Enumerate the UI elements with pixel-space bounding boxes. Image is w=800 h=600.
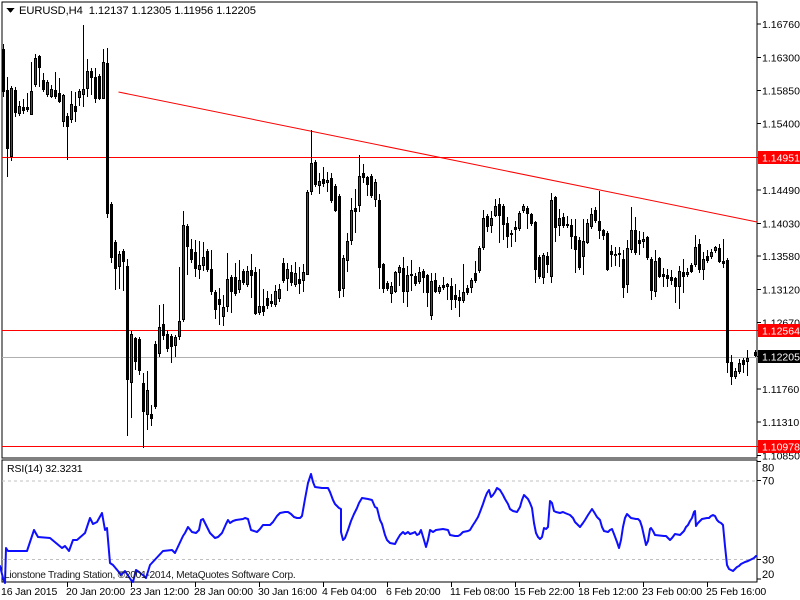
svg-text:15 Feb 22:00: 15 Feb 22:00 — [514, 586, 574, 598]
svg-text:1.16300: 1.16300 — [762, 53, 800, 65]
svg-text:1.10978: 1.10978 — [762, 442, 800, 454]
svg-text:80: 80 — [762, 463, 774, 475]
svg-text:1.12205: 1.12205 — [762, 352, 800, 364]
svg-text:11 Feb 08:00: 11 Feb 08:00 — [450, 586, 510, 598]
svg-text:1.11760: 1.11760 — [762, 384, 799, 396]
svg-text:1.13580: 1.13580 — [762, 251, 800, 263]
svg-text:20: 20 — [762, 569, 774, 581]
svg-text:1.10850: 1.10850 — [762, 451, 800, 463]
svg-text:4 Feb 04:00: 4 Feb 04:00 — [322, 586, 377, 598]
svg-text:20 Jan 20:00: 20 Jan 20:00 — [66, 586, 125, 598]
svg-text:1.14030: 1.14030 — [762, 219, 800, 231]
svg-text:RSI(14) 32.3231: RSI(14) 32.3231 — [7, 463, 83, 475]
svg-text:23 Jan 12:00: 23 Jan 12:00 — [130, 586, 189, 598]
svg-text:1.12564: 1.12564 — [762, 326, 800, 338]
svg-text:1.13120: 1.13120 — [762, 285, 800, 297]
svg-text:30: 30 — [762, 555, 774, 567]
svg-text:70: 70 — [762, 476, 774, 488]
svg-text:23 Feb 00:00: 23 Feb 00:00 — [642, 586, 702, 598]
svg-text:16 Jan 2015: 16 Jan 2015 — [1, 586, 57, 598]
svg-text:1.16760: 1.16760 — [762, 19, 800, 31]
svg-text:18 Feb 12:00: 18 Feb 12:00 — [578, 586, 638, 598]
svg-text:1.14951: 1.14951 — [762, 153, 800, 165]
svg-text:1.11310: 1.11310 — [762, 417, 799, 429]
svg-text:6 Feb 20:00: 6 Feb 20:00 — [386, 586, 441, 598]
svg-text:1.15850: 1.15850 — [762, 86, 800, 98]
svg-text:1.15400: 1.15400 — [762, 119, 800, 131]
svg-text:25 Feb 16:00: 25 Feb 16:00 — [706, 586, 766, 598]
svg-text:EURUSD,H4 1.12137 1.12305 1.1: EURUSD,H4 1.12137 1.12305 1.11956 1.1220… — [19, 5, 256, 17]
svg-text:28 Jan 00:00: 28 Jan 00:00 — [194, 586, 253, 598]
svg-text:30 Jan 16:00: 30 Jan 16:00 — [258, 586, 317, 598]
svg-text:Lionstone Trading Station, ©20: Lionstone Trading Station, ©2001-2014, M… — [4, 570, 295, 581]
svg-text:1.14490: 1.14490 — [762, 185, 800, 197]
